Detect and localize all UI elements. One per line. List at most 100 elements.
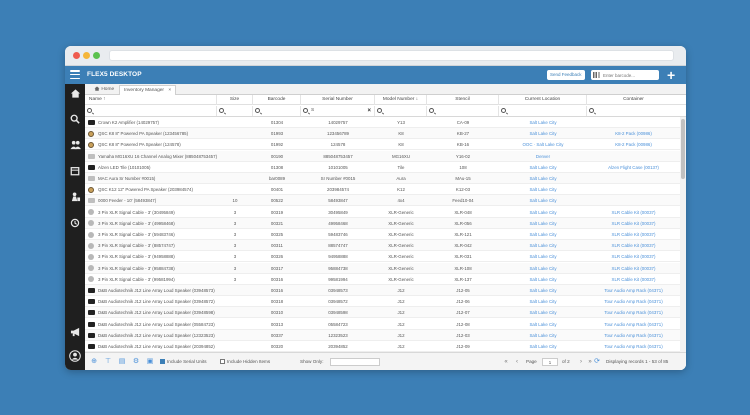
minimize-window-button[interactable]: [83, 52, 90, 59]
cell-container[interactable]: Alzen Flight Case (00137): [608, 164, 659, 170]
barcode-input[interactable]: [603, 70, 657, 80]
users-icon[interactable]: [69, 140, 81, 152]
cell-container[interactable]: K8-2 Pack (00986): [615, 131, 652, 137]
cell-location[interactable]: Salt Lake City: [529, 164, 557, 170]
refresh-icon[interactable]: ⟳: [594, 358, 600, 365]
cell-location[interactable]: Salt Lake City: [529, 276, 557, 282]
box-icon[interactable]: [69, 166, 81, 178]
table-row[interactable]: Alzen LED Tile (10101005) 01308 10101005 Ti…: [85, 162, 680, 173]
cell-container[interactable]: Tour Audio Amp Rack (04371): [604, 310, 663, 316]
cell-location[interactable]: Denver: [535, 153, 551, 159]
page-input[interactable]: 1: [542, 358, 558, 366]
send-feedback-button[interactable]: Send Feedback: [547, 70, 585, 80]
cell-location[interactable]: Salt Lake City: [529, 310, 557, 316]
cell-container[interactable]: XLR Cable Kit (00037): [611, 265, 656, 271]
next-page-icon[interactable]: ›: [580, 359, 582, 365]
cell-container[interactable]: K8-2 Pack (00986): [615, 142, 652, 148]
cell-location[interactable]: Salt Lake City: [529, 321, 557, 327]
cell-location[interactable]: Salt Lake City: [529, 299, 557, 305]
column-header-barcode[interactable]: Barcode: [253, 95, 301, 105]
table-row[interactable]: D&B Audiotechnik J12 Line Array Loud Spe…: [85, 341, 680, 352]
cell-location[interactable]: OOC · Salt Lake City: [522, 142, 564, 148]
cell-container[interactable]: Tour Audio Amp Rack (04371): [604, 332, 663, 338]
table-row[interactable]: Yamaha MG16XU 16 Channel Analog Mixer (8…: [85, 150, 680, 162]
cell-location[interactable]: Salt Lake City: [529, 198, 557, 204]
export-icon[interactable]: ▤: [118, 358, 126, 365]
cell-container[interactable]: XLR Cable Kit (00037): [611, 209, 656, 215]
address-bar[interactable]: [109, 50, 674, 61]
cell-location[interactable]: Salt Lake City: [529, 232, 557, 237]
table-row[interactable]: D&B Audiotechnik J12 Line Array Loud Spe…: [85, 307, 680, 319]
close-window-button[interactable]: [73, 52, 80, 59]
menu-icon[interactable]: [70, 70, 80, 80]
add-icon[interactable]: +: [667, 67, 676, 83]
cell-container[interactable]: XLR Cable Kit (00037): [611, 243, 656, 249]
include-serial-checkbox[interactable]: [160, 359, 165, 364]
delete-icon[interactable]: ▣: [146, 358, 154, 365]
column-header-model[interactable]: Model Number ↓: [375, 95, 427, 105]
cell-location[interactable]: Salt Lake City: [529, 209, 557, 215]
last-page-icon[interactable]: »: [588, 359, 592, 365]
table-row[interactable]: D&B Audiotechnik J12 Line Array Loud Spe…: [85, 329, 680, 341]
table-row[interactable]: 3 Pin XLR Signal Cable - 3' (99581994) 3 0…: [85, 274, 680, 285]
cell-location[interactable]: Salt Lake City: [529, 288, 557, 293]
table-row[interactable]: QSC K8 8" Powered PA Speaker (123456785)…: [85, 128, 680, 140]
table-row[interactable]: QSC K12 12" Powered PA Speaker (20398457…: [85, 184, 680, 196]
tab-home[interactable]: Home: [90, 85, 118, 95]
account-icon[interactable]: [69, 350, 81, 362]
cell-location[interactable]: Salt Lake City: [529, 220, 557, 226]
cell-location[interactable]: Salt Lake City: [529, 131, 557, 137]
filter-icon[interactable]: ⊤: [104, 358, 112, 365]
history-icon[interactable]: [69, 218, 81, 230]
prev-page-icon[interactable]: ‹: [516, 359, 518, 365]
cell-location[interactable]: Salt Lake City: [529, 176, 557, 181]
filter-size[interactable]: [217, 106, 253, 116]
cell-container[interactable]: XLR Cable Kit (00037): [611, 254, 656, 260]
table-row[interactable]: 3 Pin XLR Signal Cable - 3' (88574747) 3 0…: [85, 240, 680, 252]
table-row[interactable]: D&B Audiotechnik J12 Line Array Loud Spe…: [85, 296, 680, 308]
table-row[interactable]: D&B Audiotechnik J12 Line Array Loud Spe…: [85, 285, 680, 296]
table-row[interactable]: Crown K2 Amplifier (14029757) 01304 140297…: [85, 117, 680, 128]
barcode-search[interactable]: [591, 70, 659, 80]
table-row[interactable]: MAC Aura Sr Number #0015) bar0089 Sr Numbe…: [85, 173, 680, 184]
table-row[interactable]: 3 Pin XLR Signal Cable - 3' (95884738) 3 0…: [85, 262, 680, 274]
filter-location[interactable]: [499, 106, 587, 116]
table-row[interactable]: 3 Pin XLR Signal Cable - 3' (94958888) 3 0…: [85, 251, 680, 263]
cell-location[interactable]: Salt Lake City: [529, 254, 557, 260]
table-row[interactable]: 3 Pin XLR Signal Cable - 3' (49958468) 3 0…: [85, 217, 680, 229]
cell-container[interactable]: Tour Audio Amp Rack (04371): [604, 288, 663, 293]
column-header-location[interactable]: Current Location: [499, 95, 587, 105]
maximize-window-button[interactable]: [93, 52, 100, 59]
vertical-scrollbar[interactable]: [680, 117, 686, 352]
filter-name[interactable]: [85, 106, 217, 116]
table-row[interactable]: 3 Pin XLR Signal Cable - 3' (30495849) 3 0…: [85, 207, 680, 218]
cell-location[interactable]: Salt Lake City: [529, 243, 557, 249]
home-icon[interactable]: [69, 88, 81, 100]
cell-container[interactable]: Tour Audio Amp Rack (04371): [604, 299, 663, 305]
filter-model[interactable]: [375, 106, 427, 116]
cell-container[interactable]: Tour Audio Amp Rack (04371): [604, 321, 663, 327]
show-only-select[interactable]: [330, 358, 380, 366]
filter-serial[interactable]: S ×: [301, 106, 375, 116]
column-header-name[interactable]: Name ↑: [85, 95, 217, 105]
megaphone-icon[interactable]: [69, 327, 81, 339]
scrollbar-thumb[interactable]: [681, 119, 685, 179]
table-row[interactable]: D&B Audiotechnik J12 Line Array Loud Spe…: [85, 319, 680, 330]
search-icon[interactable]: [69, 114, 81, 126]
filter-barcode[interactable]: [253, 106, 301, 116]
cell-container[interactable]: XLR Cable Kit (00037): [611, 232, 656, 237]
close-tab-icon[interactable]: ×: [168, 88, 172, 93]
cell-location[interactable]: Salt Lake City: [529, 120, 557, 125]
cell-location[interactable]: Salt Lake City: [529, 265, 557, 271]
clear-filter-icon[interactable]: ×: [367, 108, 371, 114]
table-row[interactable]: 0000 Feeder - 10' (58493847) 10 00522 58493…: [85, 195, 680, 207]
table-row[interactable]: 3 Pin XLR Signal Cable - 3' (59483746) 3 0…: [85, 229, 680, 240]
column-header-size[interactable]: Size: [217, 95, 253, 105]
settings-icon[interactable]: ⚙: [132, 358, 140, 365]
cell-location[interactable]: Salt Lake City: [529, 332, 557, 338]
include-hidden-checkbox[interactable]: [220, 359, 225, 364]
cell-container[interactable]: XLR Cable Kit (00037): [611, 220, 656, 226]
cell-container[interactable]: XLR Cable Kit (00037): [611, 276, 656, 282]
column-header-container[interactable]: Container: [623, 97, 644, 102]
tab-inventory-manager[interactable]: Inventory Manager ×: [119, 85, 177, 95]
